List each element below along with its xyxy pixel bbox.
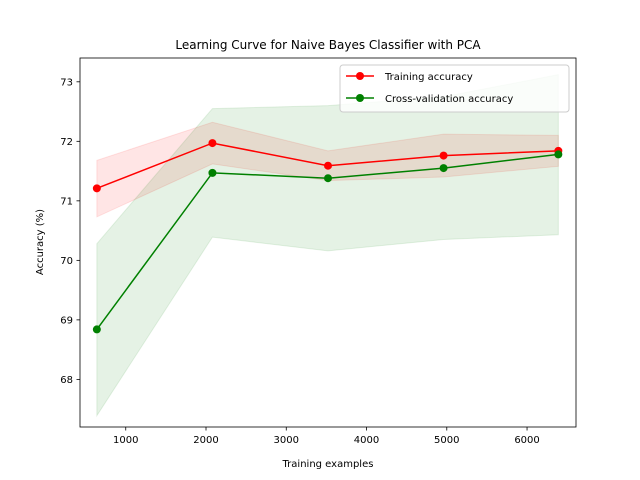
y-tick-label: 69 bbox=[60, 315, 73, 326]
data-point-1-3 bbox=[439, 164, 448, 173]
legend-swatch-marker bbox=[356, 94, 364, 102]
data-point-1-0 bbox=[92, 325, 101, 334]
data-point-1-1 bbox=[208, 168, 217, 177]
x-tick-label: 4000 bbox=[354, 435, 379, 446]
data-point-0-2 bbox=[324, 161, 332, 170]
y-tick-label: 68 bbox=[60, 375, 73, 386]
confidence-bands bbox=[96, 74, 559, 418]
legend-label: Cross-validation accuracy bbox=[385, 94, 513, 105]
x-axis-ticks: 1000 2000 3000 4000 5000 6000 bbox=[113, 427, 540, 446]
x-tick-label: 1000 bbox=[113, 435, 138, 446]
plot-area bbox=[79, 57, 577, 428]
x-tick-label: 5000 bbox=[434, 435, 459, 446]
data-point-1-2 bbox=[324, 174, 332, 183]
y-tick-label: 71 bbox=[60, 196, 73, 207]
y-tick-label: 70 bbox=[60, 256, 73, 267]
y-tick-label: 73 bbox=[60, 77, 73, 88]
data-point-0-1 bbox=[208, 139, 217, 148]
data-point-1-4 bbox=[554, 150, 563, 159]
series-lines bbox=[92, 139, 563, 334]
legend-box bbox=[339, 64, 570, 113]
legend-label: Training accuracy bbox=[384, 72, 473, 83]
legend: Training accuracy Cross-validation accura… bbox=[339, 64, 570, 113]
confidence-band-1 bbox=[96, 74, 559, 418]
chart-title: Learning Curve for Naive Bayes Classifie… bbox=[175, 38, 481, 52]
y-axis-label: Accuracy (%) bbox=[35, 209, 46, 275]
y-axis-ticks: 68 69 70 71 72 73 bbox=[60, 77, 80, 386]
x-tick-label: 3000 bbox=[274, 435, 299, 446]
data-point-0-0 bbox=[92, 184, 101, 193]
data-point-0-3 bbox=[439, 151, 448, 160]
x-tick-label: 2000 bbox=[193, 435, 218, 446]
legend-swatch-marker bbox=[356, 72, 364, 80]
y-tick-label: 72 bbox=[60, 137, 73, 148]
x-tick-label: 6000 bbox=[514, 435, 539, 446]
x-axis-label: Training examples bbox=[282, 459, 374, 470]
